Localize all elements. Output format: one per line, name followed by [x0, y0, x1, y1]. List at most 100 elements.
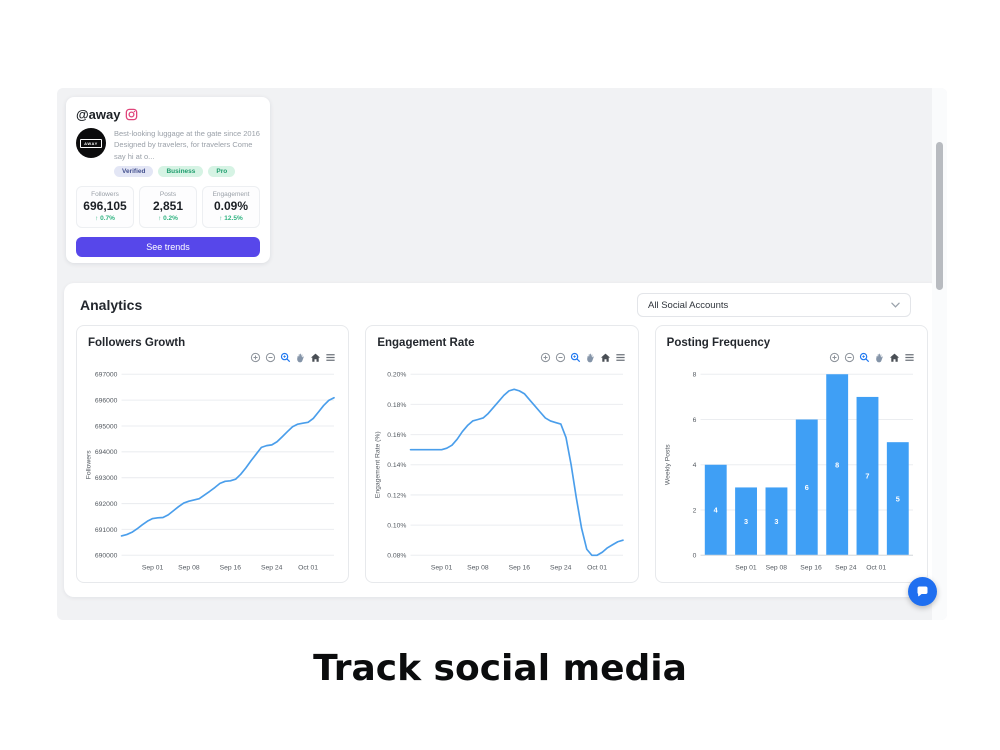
svg-text:Sep 16: Sep 16 — [800, 564, 822, 571]
profile-header: @away — [76, 107, 260, 122]
chart-title: Engagement Rate — [377, 337, 475, 349]
posting-frequency-plot[interactable]: 0 2 4 6 8 Sep 01 Sep 08 Sep 16 Sep 24 Oct 01 Weekl… — [662, 368, 921, 574]
menu-icon[interactable] — [615, 352, 626, 363]
pan-icon[interactable] — [585, 352, 596, 363]
reset-axes-home-icon[interactable] — [889, 352, 900, 363]
analytics-title: Analytics — [80, 297, 143, 313]
stat-change: ↑ 0.2% — [158, 214, 178, 222]
charts-row: Followers Growth 690000 691000 692000 69300… — [76, 325, 928, 583]
svg-text:Sep 16: Sep 16 — [509, 564, 531, 571]
svg-text:691000: 691000 — [95, 527, 118, 534]
chart-card-posting-frequency: Posting Frequency 0 2 4 6 8 Sep 01 Sep 08 Sep 1… — [654, 325, 928, 583]
stats-row: Followers 696,105 ↑ 0.7% Posts 2,851 ↑ 0… — [76, 185, 260, 228]
svg-text:Sep 08: Sep 08 — [178, 564, 200, 571]
pan-icon[interactable] — [874, 352, 885, 363]
svg-text:Sep 16: Sep 16 — [220, 564, 242, 571]
reset-axes-home-icon[interactable] — [310, 352, 321, 363]
chat-bubble-icon — [915, 584, 930, 599]
svg-text:Sep 01: Sep 01 — [431, 564, 453, 571]
svg-text:Engagement Rate (%): Engagement Rate (%) — [375, 431, 382, 498]
svg-text:Sep 08: Sep 08 — [468, 564, 490, 571]
zoom-out-icon[interactable] — [265, 352, 276, 363]
analytics-panel: Analytics All Social Accounts Followers … — [64, 283, 940, 597]
profile-card: @away AWAY Best-looking luggage at the g… — [66, 97, 270, 263]
stat-value: 0.09% — [213, 198, 249, 213]
svg-text:5: 5 — [895, 494, 899, 503]
instagram-icon — [125, 108, 138, 121]
svg-text:Sep 08: Sep 08 — [765, 564, 787, 571]
svg-text:0.12%: 0.12% — [388, 492, 407, 499]
scrollbar-thumb[interactable] — [936, 142, 943, 290]
zoom-in-icon[interactable] — [540, 352, 551, 363]
engagement-rate-plot[interactable]: 0.08% 0.10% 0.12% 0.14% 0.16% 0.18% 0.20% Sep 0… — [372, 368, 631, 574]
svg-text:Oct 01: Oct 01 — [866, 564, 886, 571]
menu-icon[interactable] — [325, 352, 336, 363]
see-trends-button[interactable]: See trends — [76, 236, 260, 257]
chart-modebar — [540, 352, 626, 363]
chat-widget-button[interactable] — [908, 577, 937, 606]
zoom-in-icon[interactable] — [250, 352, 261, 363]
svg-text:6: 6 — [804, 483, 808, 492]
svg-text:696000: 696000 — [95, 397, 118, 404]
chart-card-engagement-rate: Engagement Rate 0.08% 0.10% 0.12% 0.14% 0.16… — [365, 325, 639, 583]
reset-axes-home-icon[interactable] — [600, 352, 611, 363]
account-filter-value: All Social Accounts — [648, 299, 729, 311]
app-viewport: @away AWAY Best-looking luggage at the g… — [57, 88, 947, 620]
stat-value: 2,851 — [152, 198, 184, 213]
chevron-down-icon — [891, 302, 900, 308]
svg-text:Weekly Posts: Weekly Posts — [664, 444, 671, 485]
stat-value: 696,105 — [83, 198, 127, 213]
svg-text:4: 4 — [713, 506, 717, 515]
scrollbar-track — [932, 88, 947, 620]
svg-text:0.16%: 0.16% — [388, 432, 407, 439]
svg-text:Followers: Followers — [85, 450, 92, 479]
menu-icon[interactable] — [904, 352, 915, 363]
svg-text:Sep 01: Sep 01 — [142, 564, 164, 571]
stat-change: ↑ 12.5% — [219, 214, 243, 222]
badge-pro: Pro — [208, 165, 236, 177]
svg-text:690000: 690000 — [95, 553, 118, 560]
badge-verified: Verified — [114, 165, 154, 177]
zoom-out-icon[interactable] — [844, 352, 855, 363]
svg-text:0.08%: 0.08% — [388, 553, 407, 560]
pan-icon[interactable] — [295, 352, 306, 363]
stat-label: Engagement — [212, 190, 250, 198]
stat-posts: Posts 2,851 ↑ 0.2% — [139, 185, 197, 228]
svg-text:Sep 24: Sep 24 — [261, 564, 283, 571]
stat-change: ↑ 0.7% — [95, 214, 115, 222]
followers-growth-plot[interactable]: 690000 691000 692000 693000 694000 695000 6960… — [83, 368, 342, 574]
badges-row: Verified Business Pro — [114, 165, 260, 177]
svg-text:0.18%: 0.18% — [388, 402, 407, 409]
chart-title: Followers Growth — [88, 337, 186, 349]
stat-label: Followers — [91, 190, 119, 198]
svg-text:0.10%: 0.10% — [388, 522, 407, 529]
zoom-select-icon[interactable] — [570, 352, 581, 363]
svg-text:0.20%: 0.20% — [388, 372, 407, 379]
svg-text:695000: 695000 — [95, 423, 118, 430]
svg-text:Sep 01: Sep 01 — [735, 564, 757, 571]
svg-text:0.14%: 0.14% — [388, 462, 407, 469]
svg-text:692000: 692000 — [95, 501, 118, 508]
account-filter-dropdown[interactable]: All Social Accounts — [637, 293, 911, 317]
zoom-out-icon[interactable] — [555, 352, 566, 363]
svg-text:3: 3 — [744, 517, 748, 526]
svg-text:697000: 697000 — [95, 372, 118, 379]
badge-business: Business — [158, 165, 204, 177]
profile-bio: Best-looking luggage at the gate since 2… — [114, 129, 260, 161]
profile-handle: @away — [76, 107, 121, 122]
avatar: AWAY — [76, 128, 106, 158]
stat-followers: Followers 696,105 ↑ 0.7% — [76, 185, 134, 228]
chart-title: Posting Frequency — [666, 337, 771, 349]
profile-body: AWAY Best-looking luggage at the gate si… — [76, 128, 260, 162]
zoom-select-icon[interactable] — [859, 352, 870, 363]
svg-text:4: 4 — [692, 462, 696, 469]
chart-modebar — [829, 352, 915, 363]
svg-text:Oct 01: Oct 01 — [298, 564, 318, 571]
svg-text:8: 8 — [835, 460, 839, 469]
zoom-select-icon[interactable] — [280, 352, 291, 363]
svg-text:3: 3 — [774, 517, 778, 526]
zoom-in-icon[interactable] — [829, 352, 840, 363]
chart-card-followers-growth: Followers Growth 690000 691000 692000 69300… — [76, 325, 350, 583]
stat-engagement: Engagement 0.09% ↑ 12.5% — [202, 185, 260, 228]
